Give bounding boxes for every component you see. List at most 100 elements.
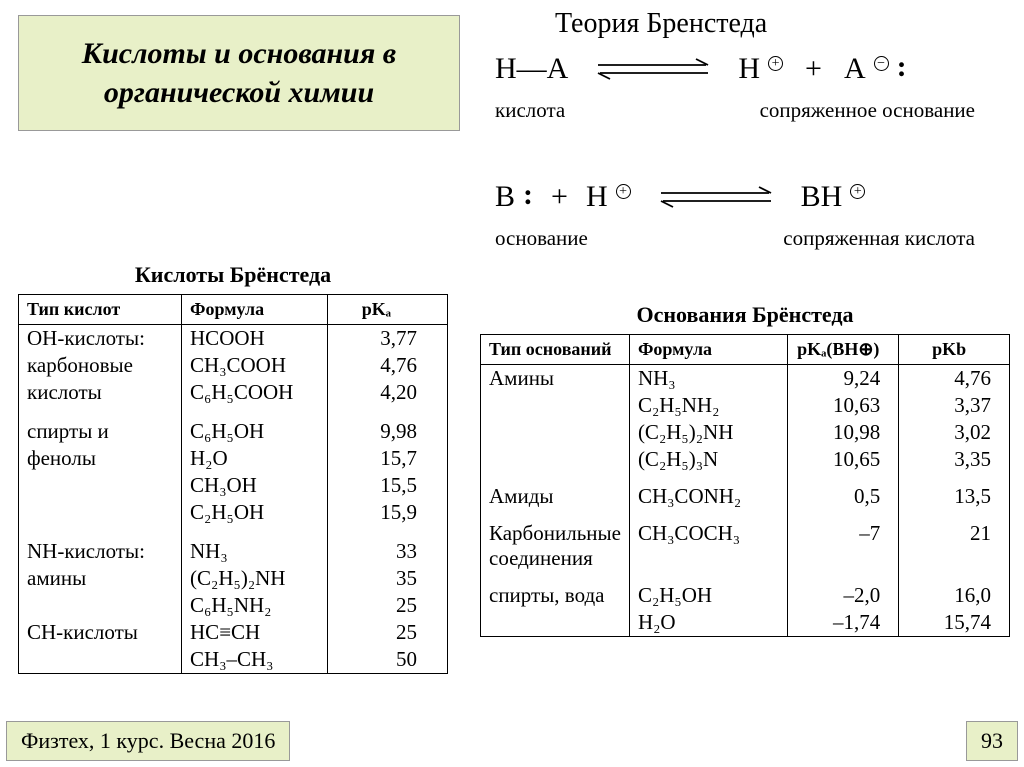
acid-formula-cell: HC≡CH [182, 619, 328, 646]
table-row: C₂H₅NH₂10,633,37 [481, 392, 1010, 419]
plus-charge-icon: + [768, 56, 783, 71]
acid-pka-cell: 4,76 [327, 352, 447, 379]
eq2-plus: + [551, 180, 568, 214]
table-row: АмидыCH₃CONH₂0,513,5 [481, 483, 1010, 510]
theory-heading: Теория Бренстеда [555, 8, 767, 40]
base-pka-cell: 0,5 [788, 483, 899, 510]
acids-table-block: Кислоты Брёнстеда Тип кислот Формула pKₐ… [18, 262, 448, 674]
base-pkb-cell: 16,0 [899, 582, 1010, 609]
acids-table: Тип кислот Формула pKₐ OH-кислоты:HCOOH3… [18, 294, 448, 674]
base-pkb-cell: 3,37 [899, 392, 1010, 419]
equation-acid-dissociation: H—A H+ + A−: кислота сопряженное основан… [495, 52, 975, 123]
slide-title: Кислоты и основания в органической химии [18, 15, 460, 131]
base-formula-cell: C₂H₅NH₂ [629, 392, 787, 419]
table-row: КарбонильныесоединенияCH₃COCH₃–721 [481, 520, 1010, 572]
base-pkb-cell: 3,02 [899, 419, 1010, 446]
acid-type-cell: кислоты [19, 379, 182, 406]
eq1-label-acid: кислота [495, 98, 565, 123]
table-row: CH₃–CH₃50 [19, 646, 448, 674]
base-pka-cell: 10,98 [788, 419, 899, 446]
base-formula-cell: NH₃ [629, 365, 787, 393]
base-formula-cell: H₂O [629, 609, 787, 637]
base-pkb-cell: 3,35 [899, 446, 1010, 473]
acid-pka-cell: 3,77 [327, 325, 447, 353]
acid-formula-cell: C₆H₅OH [182, 418, 328, 445]
acid-type-cell: NH-кислоты: [19, 538, 182, 565]
table-row: (C₂H₅)₃N10,653,35 [481, 446, 1010, 473]
equilibrium-arrows-icon [588, 55, 718, 83]
minus-charge-icon: − [874, 56, 889, 71]
table-row: CH-кислотыHC≡CH25 [19, 619, 448, 646]
table-row: амины(C₂H₅)₂NH35 [19, 565, 448, 592]
table-row: H₂O–1,7415,74 [481, 609, 1010, 637]
acid-formula-cell: (C₂H₅)₂NH [182, 565, 328, 592]
table-row: C₂H₅OH15,9 [19, 499, 448, 526]
acids-header-pka: pKₐ [327, 295, 447, 325]
acid-type-cell: CH-кислоты [19, 619, 182, 646]
footer-course-info: Физтех, 1 курс. Весна 2016 [6, 721, 290, 761]
eq1-left: H—A [495, 52, 568, 86]
base-type-cell [481, 392, 630, 419]
base-type-cell: спирты, вода [481, 582, 630, 609]
acid-type-cell [19, 646, 182, 674]
base-type-cell: Карбонильныесоединения [481, 520, 630, 572]
base-pka-cell: –2,0 [788, 582, 899, 609]
table-row: (C₂H₅)₂NH10,983,02 [481, 419, 1010, 446]
base-type-cell [481, 446, 630, 473]
bases-table-block: Основания Брёнстеда Тип оснований Формул… [480, 302, 1010, 637]
bases-header-pka: pKₐ(BH⊕) [788, 335, 899, 365]
bases-table: Тип оснований Формула pKₐ(BH⊕) pKb Амины… [480, 334, 1010, 637]
equilibrium-arrows-icon [651, 183, 781, 211]
eq2-bh: BH [801, 180, 843, 214]
acid-pka-cell: 50 [327, 646, 447, 674]
acid-pka-cell: 33 [327, 538, 447, 565]
base-type-cell [481, 609, 630, 637]
base-pkb-cell: 4,76 [899, 365, 1010, 393]
acid-type-cell: карбоновые [19, 352, 182, 379]
plus-charge-icon: + [616, 184, 631, 199]
lone-pair-icon: : [897, 50, 907, 84]
eq2-h: H [586, 180, 608, 214]
base-pka-cell: –7 [788, 520, 899, 572]
table-row: фенолыH₂O15,7 [19, 445, 448, 472]
base-pka-cell: –1,74 [788, 609, 899, 637]
base-pka-cell: 10,65 [788, 446, 899, 473]
table-row: карбоновыеCH₃COOH4,76 [19, 352, 448, 379]
base-type-cell: Амины [481, 365, 630, 393]
acid-pka-cell: 35 [327, 565, 447, 592]
table-row: CH₃OH15,5 [19, 472, 448, 499]
plus-charge-icon: + [850, 184, 865, 199]
eq2-label-base: основание [495, 226, 588, 251]
table-row: АминыNH₃9,244,76 [481, 365, 1010, 393]
acid-formula-cell: CH₃COOH [182, 352, 328, 379]
acids-table-title: Кислоты Брёнстеда [18, 262, 448, 288]
acid-type-cell: спирты и [19, 418, 182, 445]
table-row: спирты, водаC₂H₅OH–2,016,0 [481, 582, 1010, 609]
equation-base-protonation: B: + H + BH + основание сопряженная кислот… [495, 180, 975, 251]
table-row: OH-кислоты:HCOOH3,77 [19, 325, 448, 353]
acid-formula-cell: NH₃ [182, 538, 328, 565]
acid-type-cell [19, 472, 182, 499]
lone-pair-icon: : [523, 178, 533, 212]
eq1-plus: + [805, 52, 822, 86]
base-type-cell [481, 419, 630, 446]
eq2-label-acid: сопряженная кислота [783, 226, 975, 251]
acid-formula-cell: C₆H₅COOH [182, 379, 328, 406]
eq1-label-base: сопряженное основание [760, 98, 975, 123]
acid-formula-cell: CH₃–CH₃ [182, 646, 328, 674]
eq1-h: H [738, 52, 760, 86]
footer-slide-number: 93 [966, 721, 1018, 761]
base-formula-cell: CH₃COCH₃ [629, 520, 787, 572]
base-pka-cell: 9,24 [788, 365, 899, 393]
acid-pka-cell: 9,98 [327, 418, 447, 445]
base-pkb-cell: 15,74 [899, 609, 1010, 637]
table-row: NH-кислоты:NH₃33 [19, 538, 448, 565]
table-row: спирты иC₆H₅OH9,98 [19, 418, 448, 445]
eq2-b: B [495, 180, 515, 214]
bases-header-type: Тип оснований [481, 335, 630, 365]
acid-pka-cell: 25 [327, 592, 447, 619]
table-row: C₆H₅NH₂25 [19, 592, 448, 619]
acid-pka-cell: 15,5 [327, 472, 447, 499]
acid-type-cell: фенолы [19, 445, 182, 472]
acid-formula-cell: C₆H₅NH₂ [182, 592, 328, 619]
